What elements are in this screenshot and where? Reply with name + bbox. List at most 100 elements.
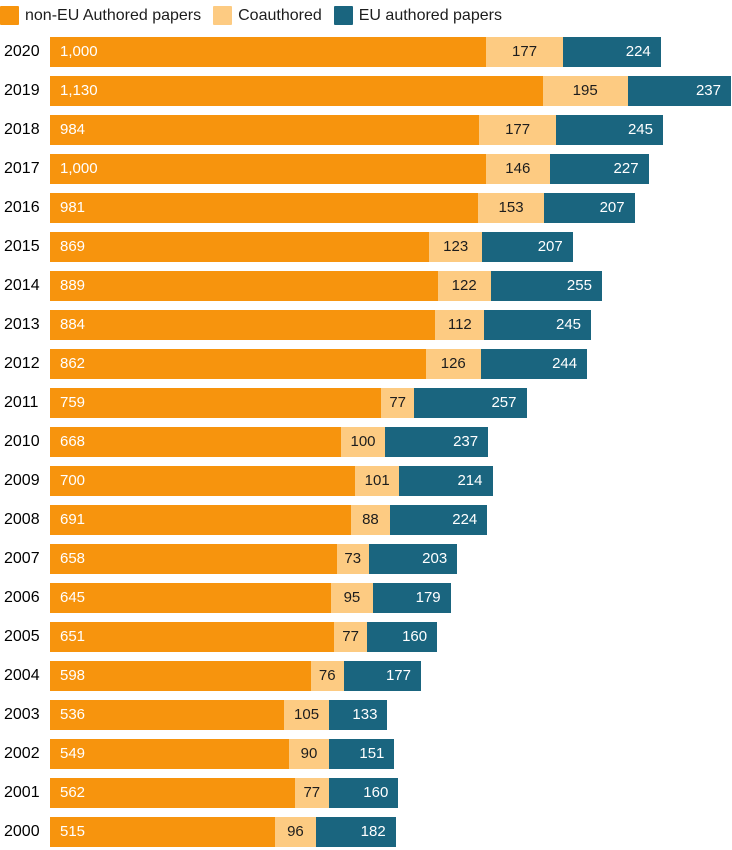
bar-segment-non-eu: 1,000 [50, 36, 486, 67]
stacked-bar: 889 122 255 [50, 270, 602, 301]
bar-segment-coauthored: 76 [310, 660, 344, 691]
bar-segment-non-eu: 536 [50, 699, 284, 730]
legend-item-coauthored: Coauthored [213, 5, 322, 25]
chart-row-2003: 2003 536 105 133 [0, 695, 732, 734]
stacked-bar: 536 105 133 [50, 699, 388, 730]
year-label: 2013 [4, 316, 40, 333]
bar-segment-eu: 237 [627, 75, 731, 106]
stacked-bar: 984 177 245 [50, 114, 663, 145]
chart-row-2002: 2002 549 90 151 [0, 734, 732, 773]
chart-row-2016: 2016 981 153 207 [0, 188, 732, 227]
legend-item-eu: EU authored papers [333, 5, 502, 25]
coauthored-swatch-icon [213, 5, 233, 25]
bar-segment-eu: 224 [389, 504, 488, 535]
bar-segment-coauthored: 96 [274, 816, 317, 847]
bar-segment-non-eu: 651 [50, 621, 334, 652]
year-label: 2016 [4, 199, 40, 216]
year-label: 2007 [4, 550, 40, 567]
bar-segment-non-eu: 884 [50, 309, 436, 340]
stacked-bar: 668 100 237 [50, 426, 489, 457]
chart-row-2009: 2009 700 101 214 [0, 461, 732, 500]
bar-segment-eu: 207 [544, 192, 635, 223]
chart-row-2005: 2005 651 77 160 [0, 617, 732, 656]
eu-swatch-icon [333, 5, 353, 25]
stacked-bar: 700 101 214 [50, 465, 493, 496]
chart-row-2004: 2004 598 76 177 [0, 656, 732, 695]
bar-segment-eu: 207 [482, 231, 573, 262]
year-label: 2009 [4, 472, 40, 489]
bar-segment-coauthored: 122 [437, 270, 491, 301]
bar-segment-non-eu: 562 [50, 777, 296, 808]
bar-segment-eu: 245 [556, 114, 663, 145]
bar-segment-coauthored: 112 [435, 309, 485, 340]
year-label: 2008 [4, 511, 40, 528]
year-label: 2018 [4, 121, 40, 138]
bar-segment-coauthored: 77 [380, 387, 415, 418]
year-label: 2003 [4, 706, 40, 723]
bar-segment-non-eu: 515 [50, 816, 275, 847]
bar-segment-coauthored: 153 [477, 192, 545, 223]
stacked-bar: 658 73 203 [50, 543, 458, 574]
stacked-bar: 562 77 160 [50, 777, 399, 808]
stacked-bar: 645 95 179 [50, 582, 451, 613]
chart-row-2014: 2014 889 122 255 [0, 266, 732, 305]
bar-segment-non-eu: 869 [50, 231, 429, 262]
bar-segment-eu: 237 [384, 426, 489, 457]
year-label: 2015 [4, 238, 40, 255]
year-label: 2006 [4, 589, 40, 606]
bar-segment-coauthored: 177 [479, 114, 557, 145]
bar-segment-non-eu: 1,130 [50, 75, 543, 106]
stacked-bar: 1,130 195 237 [50, 75, 731, 106]
chart-row-2010: 2010 668 100 237 [0, 422, 732, 461]
year-label: 2012 [4, 355, 40, 372]
legend-label-coauthored: Coauthored [238, 6, 322, 24]
bar-segment-non-eu: 700 [50, 465, 356, 496]
legend-label-non-eu: non-EU Authored papers [25, 6, 202, 24]
chart-row-2020: 2020 1,000 177 224 [0, 32, 732, 71]
bar-segment-eu: 224 [563, 36, 661, 67]
year-label: 2019 [4, 82, 40, 99]
stacked-bar: 869 123 207 [50, 231, 573, 262]
stacked-bar: 651 77 160 [50, 621, 438, 652]
chart-row-2013: 2013 884 112 245 [0, 305, 732, 344]
bar-segment-coauthored: 126 [425, 348, 481, 379]
non-eu-swatch-icon [0, 5, 19, 25]
chart-row-2011: 2011 759 77 257 [0, 383, 732, 422]
legend-label-eu: EU authored papers [358, 6, 502, 24]
bar-segment-eu: 177 [343, 660, 421, 691]
bar-segment-coauthored: 123 [428, 231, 483, 262]
stacked-bar: 862 126 244 [50, 348, 588, 379]
bar-segment-coauthored: 146 [485, 153, 550, 184]
chart-row-2017: 2017 1,000 146 227 [0, 149, 732, 188]
bar-segment-non-eu: 981 [50, 192, 478, 223]
year-label: 2001 [4, 784, 40, 801]
bar-segment-non-eu: 984 [50, 114, 479, 145]
bar-segment-non-eu: 889 [50, 270, 438, 301]
bar-segment-eu: 133 [329, 699, 388, 730]
chart-row-2001: 2001 562 77 160 [0, 773, 732, 812]
bar-segment-eu: 244 [480, 348, 588, 379]
legend-item-non-eu: non-EU Authored papers [0, 5, 202, 25]
chart-row-2019: 2019 1,130 195 237 [0, 71, 732, 110]
bar-segment-eu: 179 [372, 582, 451, 613]
bar-segment-non-eu: 598 [50, 660, 311, 691]
bar-segment-non-eu: 658 [50, 543, 337, 574]
year-label: 2020 [4, 43, 40, 60]
bar-segment-eu: 227 [549, 153, 649, 184]
bar-segment-coauthored: 88 [351, 504, 390, 535]
bar-segment-eu: 160 [367, 621, 438, 652]
bar-segment-eu: 203 [368, 543, 458, 574]
chart-row-2007: 2007 658 73 203 [0, 539, 732, 578]
bar-segment-eu: 182 [316, 816, 396, 847]
stacked-bar: 515 96 182 [50, 816, 396, 847]
stacked-bar: 759 77 257 [50, 387, 527, 418]
bar-segment-non-eu: 1,000 [50, 153, 486, 184]
bar-segment-coauthored: 77 [295, 777, 329, 808]
stacked-bar: 884 112 245 [50, 309, 592, 340]
chart-row-2000: 2000 515 96 182 [0, 812, 732, 850]
stacked-bar: 598 76 177 [50, 660, 421, 691]
bar-segment-non-eu: 862 [50, 348, 426, 379]
bar-segment-non-eu: 549 [50, 738, 290, 769]
chart-row-2008: 2008 691 88 224 [0, 500, 732, 539]
